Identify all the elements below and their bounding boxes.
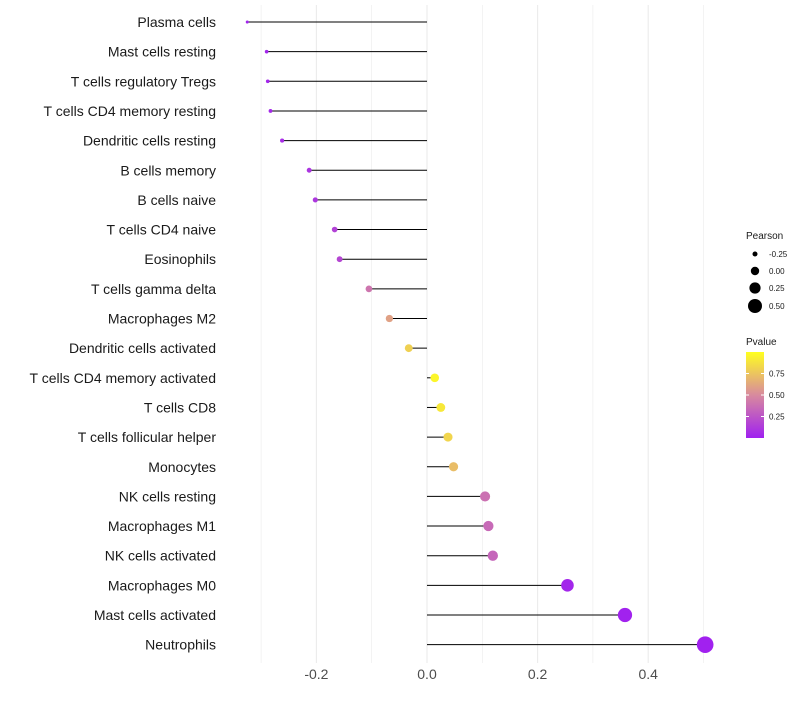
lollipop-point [264, 49, 269, 54]
lollipop-point [487, 550, 498, 561]
lollipop-point [306, 167, 312, 173]
lollipop-point [479, 491, 491, 502]
lollipop-point [443, 432, 453, 442]
pearson-legend-label: 0.50 [769, 302, 785, 311]
pearson-legend-dot [748, 299, 762, 313]
category-label: Mast cells resting [108, 44, 216, 60]
category-label: T cells follicular helper [78, 429, 217, 445]
category-label: Plasma cells [137, 14, 216, 30]
pearson-size-legend: Pearson -0.25 0.00 0.25 0.50 [746, 231, 788, 313]
x-tick-label: 0.2 [528, 666, 548, 682]
category-label: Macrophages M0 [108, 577, 216, 593]
category-label: Dendritic cells activated [69, 340, 216, 356]
category-label: T cells regulatory Tregs [71, 73, 216, 89]
category-label: T cells CD8 [144, 399, 216, 415]
category-label: Macrophages M2 [108, 311, 216, 327]
category-label: Macrophages M1 [108, 518, 216, 534]
pvalue-legend-label: 0.75 [769, 370, 785, 379]
category-label: T cells gamma delta [91, 281, 216, 297]
lollipop-point [265, 79, 270, 84]
lollipop-point [245, 20, 249, 24]
pvalue-color-legend: Pvalue 0.75 0.50 0.25 [746, 337, 785, 438]
category-label: B cells memory [120, 162, 216, 178]
lollipop-point [268, 109, 273, 113]
lollipop-point [448, 462, 459, 472]
pearson-legend-label: 0.25 [769, 284, 785, 293]
lollipop-point [404, 344, 413, 353]
lollipop-point [436, 403, 446, 412]
lollipop-point [331, 226, 338, 233]
category-label: B cells naive [137, 192, 216, 208]
x-tick-label: 0.0 [417, 666, 437, 682]
lollipop-point [696, 636, 714, 653]
category-label: T cells CD4 memory resting [44, 103, 216, 119]
pearson-legend-title: Pearson [746, 231, 783, 242]
category-label: Neutrophils [145, 637, 216, 653]
lollipop-point [483, 520, 494, 532]
lollipop-point [280, 138, 285, 143]
category-label: Monocytes [148, 459, 216, 475]
lollipop-point [385, 314, 394, 323]
lollipop-point [561, 579, 574, 592]
category-label: Dendritic cells resting [83, 133, 216, 149]
x-tick-label: 0.4 [638, 666, 658, 682]
x-axis-ticks: -0.2 0.0 0.2 0.4 [304, 666, 658, 682]
pearson-legend-label: -0.25 [769, 250, 788, 259]
category-label: NK cells activated [105, 548, 216, 564]
pvalue-colorbar [746, 352, 764, 438]
category-labels: Plasma cells Mast cells resting T cells re… [30, 14, 217, 653]
pearson-legend-dot [749, 282, 761, 294]
pvalue-legend-label: 0.25 [769, 413, 785, 422]
grid-lines [260, 5, 704, 663]
category-label: Mast cells activated [94, 607, 216, 623]
lollipop-point [430, 373, 440, 383]
category-label: Eosinophils [144, 251, 216, 267]
lollipop-point [312, 197, 318, 203]
category-label: NK cells resting [119, 488, 216, 504]
pearson-legend-dot [750, 266, 760, 276]
category-label: T cells CD4 naive [107, 222, 217, 238]
pvalue-legend-title: Pvalue [746, 337, 777, 348]
lollipop-point [365, 285, 373, 293]
lollipop-point [617, 607, 633, 623]
x-tick-label: -0.2 [304, 666, 328, 682]
pearson-legend-label: 0.00 [769, 267, 785, 276]
lollipop-point [336, 256, 343, 263]
category-label: T cells CD4 memory activated [30, 370, 216, 386]
pearson-legend-dot [752, 251, 758, 257]
lollipop-points [245, 20, 714, 653]
pvalue-legend-label: 0.50 [769, 391, 785, 400]
